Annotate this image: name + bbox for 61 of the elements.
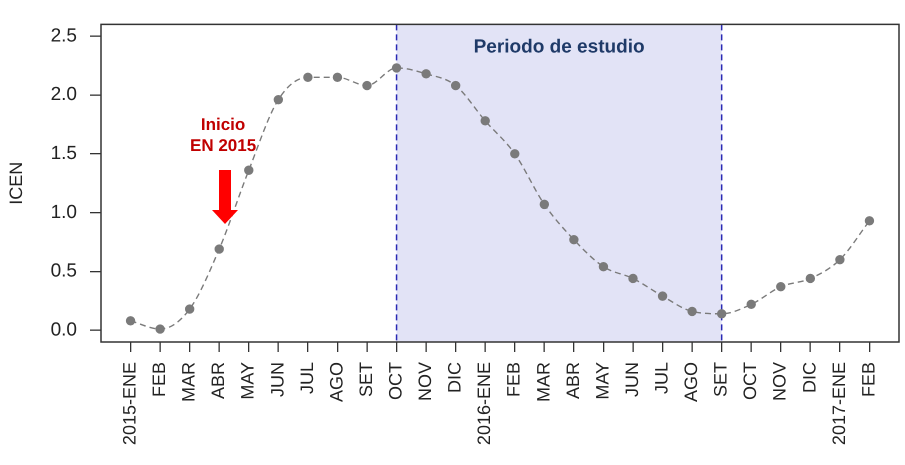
x-tick-label: FEB: [149, 362, 170, 398]
point: [126, 316, 136, 326]
x-tick-label: MAY: [592, 362, 612, 400]
x-tick-label: DIC: [799, 362, 820, 393]
point: [569, 234, 579, 244]
x-tick-label: JUL: [296, 362, 317, 394]
x-tick-label: OCT: [386, 362, 406, 400]
point: [303, 72, 313, 82]
point: [362, 80, 372, 90]
point: [274, 94, 284, 104]
x-tick-label: FEB: [504, 362, 524, 398]
x-tick-label: DIC: [444, 362, 465, 393]
x-tick-label: OCT: [740, 362, 760, 400]
point: [628, 274, 638, 284]
point: [540, 200, 550, 210]
y-tick-label: 1.0: [50, 202, 77, 223]
y-tick-label: 2.5: [50, 25, 77, 46]
x-tick-label: MAR: [533, 362, 554, 402]
x-tick-label: NOV: [770, 362, 790, 402]
point: [480, 116, 490, 126]
point: [155, 324, 165, 334]
point: [421, 69, 431, 79]
point: [746, 300, 756, 310]
y-tick-label: 2.0: [50, 84, 77, 106]
point: [864, 216, 874, 226]
point: [214, 244, 224, 254]
point: [392, 63, 402, 73]
x-tick-label: 2016-ENE: [474, 362, 494, 446]
point: [835, 254, 845, 264]
x-tick-label: FEB: [858, 362, 878, 398]
x-tick-label: AGO: [681, 362, 702, 402]
point: [332, 72, 342, 82]
point: [687, 306, 697, 316]
x-tick-label: MAR: [178, 362, 199, 402]
x-tick-label: MAY: [238, 362, 258, 400]
x-tick-label: SET: [356, 362, 376, 398]
point: [184, 304, 194, 314]
x-tick-label: JUN: [622, 362, 642, 397]
annotation: Inicio EN 2015: [190, 114, 256, 155]
x-tick-label: ABR: [562, 362, 583, 400]
y-tick-label: 0.0: [50, 319, 77, 340]
point: [658, 291, 668, 301]
x-tick-label: NOV: [415, 362, 436, 402]
y-axis-title: ICEN: [6, 162, 26, 205]
point: [450, 80, 460, 90]
point: [776, 282, 786, 292]
y-tick-label: 1.5: [50, 143, 77, 164]
x-tick-label: JUL: [652, 362, 672, 394]
band-label: Periodo de estudio: [474, 36, 645, 58]
x-tick-label: AGO: [326, 362, 346, 402]
x-tick-label: JUN: [267, 362, 288, 397]
point: [510, 149, 520, 158]
point: [716, 309, 726, 318]
x-tick-label: 2015-ENE: [120, 362, 140, 446]
point: [806, 274, 816, 284]
x-tick-label: ABR: [208, 362, 228, 400]
y-tick-label: 0.5: [50, 260, 77, 282]
x-tick-label: 2017-ENE: [828, 362, 849, 446]
point: [244, 166, 254, 175]
point: [598, 262, 608, 272]
x-tick-label: SET: [710, 362, 731, 398]
